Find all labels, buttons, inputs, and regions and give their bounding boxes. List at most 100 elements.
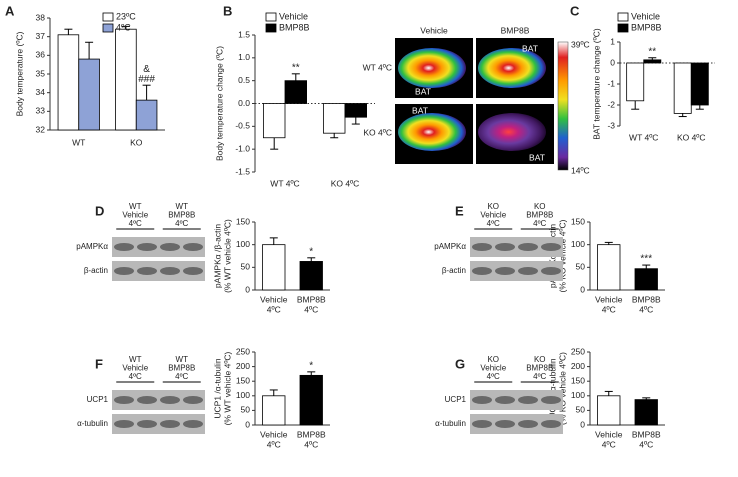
blot-row-label: α-tubulin	[77, 419, 108, 428]
x-tick-label: 4ºC	[602, 304, 616, 314]
y-axis-label: UCP1 /α-tubulin	[547, 358, 557, 418]
panel-letter: F	[95, 356, 103, 371]
legend-label: BMP8B	[279, 22, 310, 32]
panel-letter: D	[95, 203, 104, 218]
bat-label: BAT	[415, 86, 431, 96]
x-tick-label: Vehicle	[595, 429, 623, 439]
y-tick-label: 1	[610, 36, 615, 46]
blot-header: KO	[487, 355, 499, 364]
y-tick-label: 38	[36, 12, 46, 22]
x-tick-label: 4ºC	[639, 439, 653, 449]
blot-row-label: pAMPKα	[434, 242, 466, 251]
blot-header: 4ºC	[175, 372, 188, 381]
bat-label: BAT	[412, 105, 428, 115]
y-tick-label: 150	[236, 375, 250, 385]
annotation: ***	[640, 254, 652, 265]
bar	[643, 59, 662, 64]
y-tick-label: 34	[36, 87, 46, 97]
blot-header: BMP8B	[526, 364, 553, 373]
blot-strip	[112, 237, 205, 257]
bar	[597, 244, 621, 291]
y-tick-label: 36	[36, 50, 46, 60]
bar	[690, 62, 709, 106]
annotation: ###	[138, 74, 155, 85]
y-tick-label: 33	[36, 106, 46, 116]
blot-band	[472, 396, 492, 404]
y-axis-label: (% WT vehicle 4ºC)	[222, 219, 232, 293]
blot-strip	[112, 414, 205, 434]
blot-band	[160, 243, 180, 251]
bar	[284, 80, 308, 104]
bar	[634, 399, 658, 426]
bar	[299, 261, 323, 291]
y-tick-label: 50	[241, 262, 251, 272]
y-axis-label: (% WT vehicle 4ºC)	[222, 351, 232, 425]
blot-header: Vehicle	[480, 211, 506, 220]
blot-strip	[470, 237, 563, 257]
scale-min: 14ºC	[571, 165, 590, 175]
panel-letter: A	[5, 3, 15, 18]
mouse-heat	[478, 113, 546, 151]
annotation: **	[648, 46, 656, 57]
blot-header: BMP8B	[168, 211, 195, 220]
y-axis-label: BAT temperature change (ºC)	[591, 28, 601, 140]
blot-band	[472, 243, 492, 251]
blot-row-label: β-actin	[84, 266, 108, 275]
x-tick-label: Vehicle	[595, 294, 623, 304]
blot-band	[518, 420, 538, 428]
bar	[344, 103, 368, 118]
blot-header: 4ºC	[129, 372, 142, 381]
y-tick-label: 150	[571, 375, 585, 385]
legend-label: 4ºC	[116, 22, 131, 32]
x-tick-label: KO	[130, 137, 143, 147]
mouse-heat	[398, 113, 466, 151]
bar	[57, 34, 80, 131]
legend-label: Vehicle	[279, 11, 308, 21]
row-label: KO 4ºC	[363, 127, 392, 137]
y-tick-label: 200	[571, 361, 585, 371]
bat-label: BAT	[529, 152, 545, 162]
legend-swatch	[265, 12, 277, 22]
blot-band	[183, 243, 203, 251]
bar	[299, 374, 323, 426]
blot-band	[495, 396, 515, 404]
x-tick-label: Vehicle	[260, 429, 288, 439]
y-tick-label: 100	[571, 239, 585, 249]
x-tick-label: 4ºC	[304, 304, 318, 314]
blot-band	[183, 420, 203, 428]
blot-strip	[112, 261, 205, 281]
bar	[262, 103, 286, 139]
y-tick-label: 32	[36, 124, 46, 134]
blot-header: Vehicle	[122, 211, 148, 220]
x-tick-label: KO 4ºC	[331, 178, 360, 188]
x-tick-label: BMP8B	[632, 294, 661, 304]
mouse-heat	[478, 48, 546, 88]
blot-strip	[470, 261, 563, 281]
blot-row-label: β-actin	[442, 266, 466, 275]
blot-band	[541, 396, 561, 404]
blot-header: KO	[534, 202, 546, 211]
x-tick-label: BMP8B	[297, 429, 326, 439]
y-tick-label: 250	[236, 346, 250, 356]
legend-label: Vehicle	[631, 11, 660, 21]
annotation: &	[143, 64, 150, 75]
blot-band	[137, 267, 157, 275]
blot-header: WT	[129, 202, 142, 211]
blot-band	[114, 267, 134, 275]
column-label: BMP8B	[501, 25, 530, 35]
x-tick-label: 4ºC	[267, 304, 281, 314]
x-tick-label: 4ºC	[267, 439, 281, 449]
blot-band	[114, 243, 134, 251]
bar	[597, 395, 621, 426]
blot-band	[183, 267, 203, 275]
y-tick-label: -1	[607, 78, 615, 88]
bar	[322, 103, 346, 134]
thermal-images: Vehicle BMP8B WT 4ºC KO 4ºC 39ºC 14ºC BA…	[363, 25, 590, 175]
y-tick-label: -1.5	[235, 166, 250, 176]
y-tick-label: 150	[236, 216, 250, 226]
blot-header: 4ºC	[533, 372, 546, 381]
bar	[262, 244, 286, 291]
blot-row-label: UCP1	[445, 395, 467, 404]
blot-band	[541, 420, 561, 428]
y-tick-label: 0	[610, 57, 615, 67]
